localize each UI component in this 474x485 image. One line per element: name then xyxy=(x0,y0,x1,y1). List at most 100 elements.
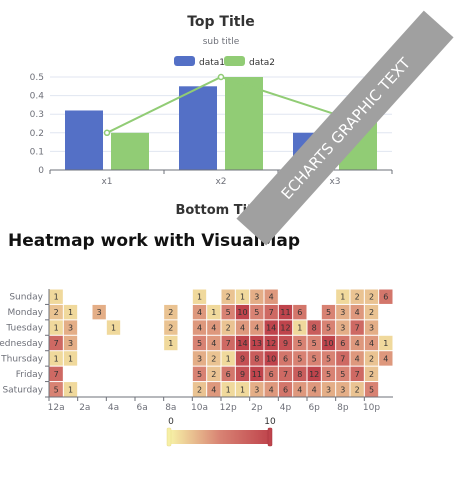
heatmap-cell[interactable] xyxy=(164,304,178,320)
heatmap-cell[interactable] xyxy=(63,382,78,397)
heatmap-cell[interactable] xyxy=(49,382,63,397)
heatmap-cell[interactable] xyxy=(192,320,207,335)
heatmap-cell[interactable] xyxy=(350,304,364,320)
heatmap-cell[interactable] xyxy=(235,304,250,320)
heatmap-cell[interactable] xyxy=(192,351,207,366)
heatmap-cell[interactable] xyxy=(49,304,63,320)
heatmap-cell[interactable] xyxy=(336,289,350,304)
visual-map[interactable]: 0 10 xyxy=(166,417,276,447)
heatmap-cell[interactable] xyxy=(221,382,235,397)
heatmap-cell[interactable] xyxy=(221,289,235,304)
heatmap-cell[interactable] xyxy=(321,382,336,397)
bar-data1-x1[interactable] xyxy=(65,110,103,170)
heatmap-cell[interactable] xyxy=(49,320,63,335)
heatmap-cell[interactable] xyxy=(307,351,321,366)
heatmap-cell[interactable] xyxy=(235,289,250,304)
heatmap-cell[interactable] xyxy=(293,366,307,382)
heatmap-cell[interactable] xyxy=(63,320,78,335)
heatmap-cell[interactable] xyxy=(364,320,379,335)
heatmap-cell[interactable] xyxy=(250,382,264,397)
heatmap-cell[interactable] xyxy=(221,335,235,351)
heatmap-cell[interactable] xyxy=(321,366,336,382)
legend-label-data1[interactable]: data1 xyxy=(199,58,225,68)
heatmap-cell[interactable] xyxy=(321,335,336,351)
heatmap-cell[interactable] xyxy=(207,304,221,320)
heatmap-cell[interactable] xyxy=(192,382,207,397)
heatmap-cell[interactable] xyxy=(278,382,293,397)
heatmap-cell[interactable] xyxy=(307,335,321,351)
bar-data2-x1[interactable] xyxy=(111,132,149,170)
heatmap-cell[interactable] xyxy=(164,320,178,335)
heatmap-cell[interactable] xyxy=(293,320,307,335)
heatmap-cell[interactable] xyxy=(336,351,350,366)
heatmap-cell[interactable] xyxy=(235,366,250,382)
line-series-point[interactable] xyxy=(331,110,339,118)
heatmap-cell[interactable] xyxy=(350,366,364,382)
heatmap-cell[interactable] xyxy=(264,366,278,382)
heatmap-cell[interactable] xyxy=(293,304,307,320)
heatmap-cell[interactable] xyxy=(379,351,393,366)
heatmap-cell[interactable] xyxy=(364,335,379,351)
heatmap-cell[interactable] xyxy=(264,304,278,320)
heatmap-cell[interactable] xyxy=(250,366,264,382)
line-series-point[interactable] xyxy=(217,73,225,81)
heatmap-cell[interactable] xyxy=(350,382,364,397)
heatmap-cell[interactable] xyxy=(207,382,221,397)
heatmap-cell[interactable] xyxy=(350,335,364,351)
heatmap-cell[interactable] xyxy=(293,335,307,351)
heatmap-cell[interactable] xyxy=(264,382,278,397)
heatmap-cell[interactable] xyxy=(364,351,379,366)
heatmap-cell[interactable] xyxy=(350,320,364,335)
heatmap-cell[interactable] xyxy=(49,351,63,366)
heatmap-cell[interactable] xyxy=(379,335,393,351)
heatmap-cell[interactable] xyxy=(192,366,207,382)
heatmap-cell[interactable] xyxy=(278,304,293,320)
heatmap-cell[interactable] xyxy=(264,289,278,304)
heatmap-cell[interactable] xyxy=(350,351,364,366)
bar-data2-x2[interactable] xyxy=(225,77,263,170)
legend-label-data2[interactable]: data2 xyxy=(249,58,275,68)
heatmap-cell[interactable] xyxy=(264,320,278,335)
line-series-point[interactable] xyxy=(103,129,111,137)
heatmap-cell[interactable] xyxy=(336,320,350,335)
heatmap-cell[interactable] xyxy=(192,304,207,320)
heatmap-cell[interactable] xyxy=(364,382,379,397)
heatmap-cell[interactable] xyxy=(207,320,221,335)
heatmap-cell[interactable] xyxy=(336,304,350,320)
heatmap-cell[interactable] xyxy=(192,289,207,304)
visual-map-min-handle[interactable] xyxy=(166,427,172,447)
heatmap-cell[interactable] xyxy=(221,320,235,335)
legend-swatch-data1[interactable] xyxy=(174,56,195,66)
heatmap-cell[interactable] xyxy=(235,382,250,397)
heatmap-cell[interactable] xyxy=(336,382,350,397)
bar-data1-x3[interactable] xyxy=(293,132,331,170)
heatmap-cell[interactable] xyxy=(364,289,379,304)
heatmap-cell[interactable] xyxy=(207,351,221,366)
heatmap-cell[interactable] xyxy=(49,335,63,351)
heatmap-cell[interactable] xyxy=(63,335,78,351)
heatmap-cell[interactable] xyxy=(364,304,379,320)
heatmap-cell[interactable] xyxy=(164,335,178,351)
heatmap-cell[interactable] xyxy=(250,320,264,335)
heatmap-cell[interactable] xyxy=(92,304,106,320)
legend-swatch-data2[interactable] xyxy=(224,56,245,66)
heatmap-cell[interactable] xyxy=(293,351,307,366)
heatmap-cell[interactable] xyxy=(49,366,63,382)
heatmap-cell[interactable] xyxy=(321,320,336,335)
heatmap-cell[interactable] xyxy=(49,289,63,304)
heatmap-cell[interactable] xyxy=(278,351,293,366)
heatmap-cell[interactable] xyxy=(264,335,278,351)
heatmap-cell[interactable] xyxy=(307,366,321,382)
heatmap-cell[interactable] xyxy=(250,304,264,320)
heatmap-cell[interactable] xyxy=(250,351,264,366)
bar-data2-x3[interactable] xyxy=(339,114,377,170)
heatmap-cell[interactable] xyxy=(192,335,207,351)
heatmap-cell[interactable] xyxy=(106,320,121,335)
heatmap-cell[interactable] xyxy=(235,335,250,351)
heatmap-cell[interactable] xyxy=(350,289,364,304)
heatmap-cell[interactable] xyxy=(278,320,293,335)
heatmap-cell[interactable] xyxy=(63,304,78,320)
heatmap-cell[interactable] xyxy=(207,335,221,351)
heatmap-cell[interactable] xyxy=(235,351,250,366)
heatmap-cell[interactable] xyxy=(307,382,321,397)
